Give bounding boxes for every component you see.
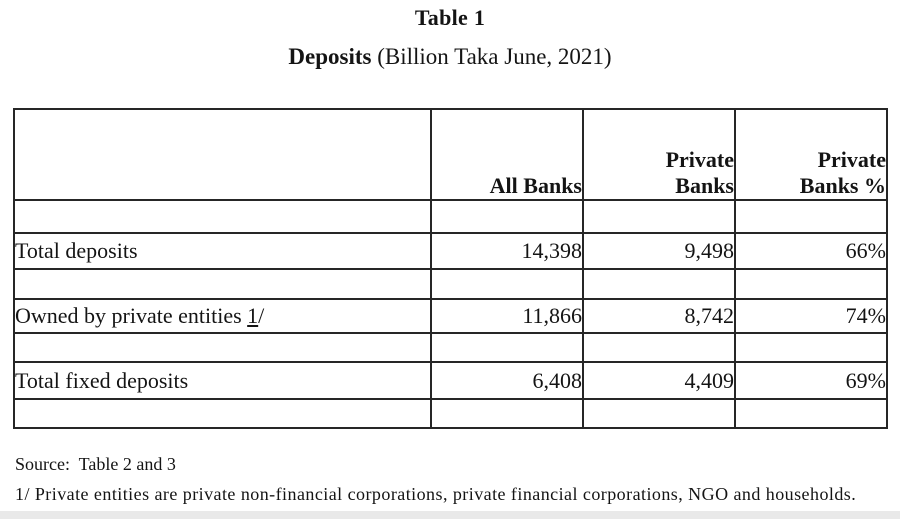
- col-header-empty: [13, 108, 432, 201]
- subtitle-rest: (Billion Taka June, 2021): [371, 44, 612, 69]
- source-note: Source: Table 2 and 3: [15, 454, 176, 474]
- value-private-banks: 4,409: [582, 361, 736, 400]
- spacer-row: [13, 332, 888, 363]
- table-row: Total deposits 14,398 9,498 66%: [13, 232, 888, 270]
- col-header-private-banks: Private Banks: [582, 108, 736, 201]
- header-row: All Banks Private Banks Private Banks %: [13, 108, 888, 201]
- col-header-all-banks: All Banks: [430, 108, 584, 201]
- row-label: Owned by private entities 1/: [13, 298, 432, 334]
- row-label: Total deposits: [13, 232, 432, 270]
- value-private-banks-pct: 69%: [734, 361, 888, 400]
- footnote: 1/ Private entities are private non-fina…: [15, 484, 857, 504]
- value-private-banks: 8,742: [582, 298, 736, 334]
- value-private-banks-pct: 74%: [734, 298, 888, 334]
- value-all-banks: 14,398: [430, 232, 584, 270]
- col-header-private-banks-pct: Private Banks %: [734, 108, 888, 201]
- spacer-row: [13, 398, 888, 429]
- row-label: Total fixed deposits: [13, 361, 432, 400]
- subtitle-emphasis: Deposits: [288, 44, 372, 69]
- table-subtitle: Deposits (Billion Taka June, 2021): [0, 44, 900, 70]
- table-title: Table 1: [414, 5, 486, 30]
- value-private-banks: 9,498: [582, 232, 736, 270]
- footnote-ref: 1: [247, 303, 259, 329]
- spacer-row: [13, 199, 888, 234]
- value-private-banks-pct: 66%: [734, 232, 888, 270]
- spacer-row: [13, 268, 888, 300]
- table-row: Total fixed deposits 6,408 4,409 69%: [13, 361, 888, 400]
- value-all-banks: 11,866: [430, 298, 584, 334]
- value-all-banks: 6,408: [430, 361, 584, 400]
- page-edge-shadow: [0, 511, 900, 519]
- table-row: Owned by private entities 1/ 11,866 8,74…: [13, 298, 888, 334]
- deposits-table: All Banks Private Banks Private Banks % To…: [13, 108, 888, 429]
